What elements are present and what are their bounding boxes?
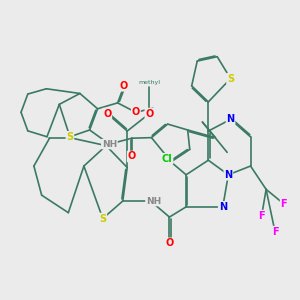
Text: S: S — [66, 132, 74, 142]
Text: S: S — [99, 214, 106, 224]
Text: O: O — [128, 152, 136, 161]
Text: S: S — [227, 74, 234, 84]
Text: O: O — [145, 109, 154, 118]
Text: N: N — [226, 114, 235, 124]
Text: Cl: Cl — [162, 154, 172, 164]
Text: O: O — [132, 107, 140, 117]
Text: O: O — [165, 238, 174, 248]
Text: methyl: methyl — [138, 80, 160, 86]
Text: O: O — [120, 81, 128, 91]
Text: F: F — [258, 211, 265, 220]
Text: F: F — [272, 226, 278, 237]
Text: F: F — [280, 199, 287, 209]
Text: NH: NH — [102, 140, 117, 148]
Text: N: N — [224, 170, 232, 180]
Text: N: N — [219, 202, 227, 212]
Text: O: O — [103, 109, 111, 118]
Text: NH: NH — [146, 196, 161, 206]
